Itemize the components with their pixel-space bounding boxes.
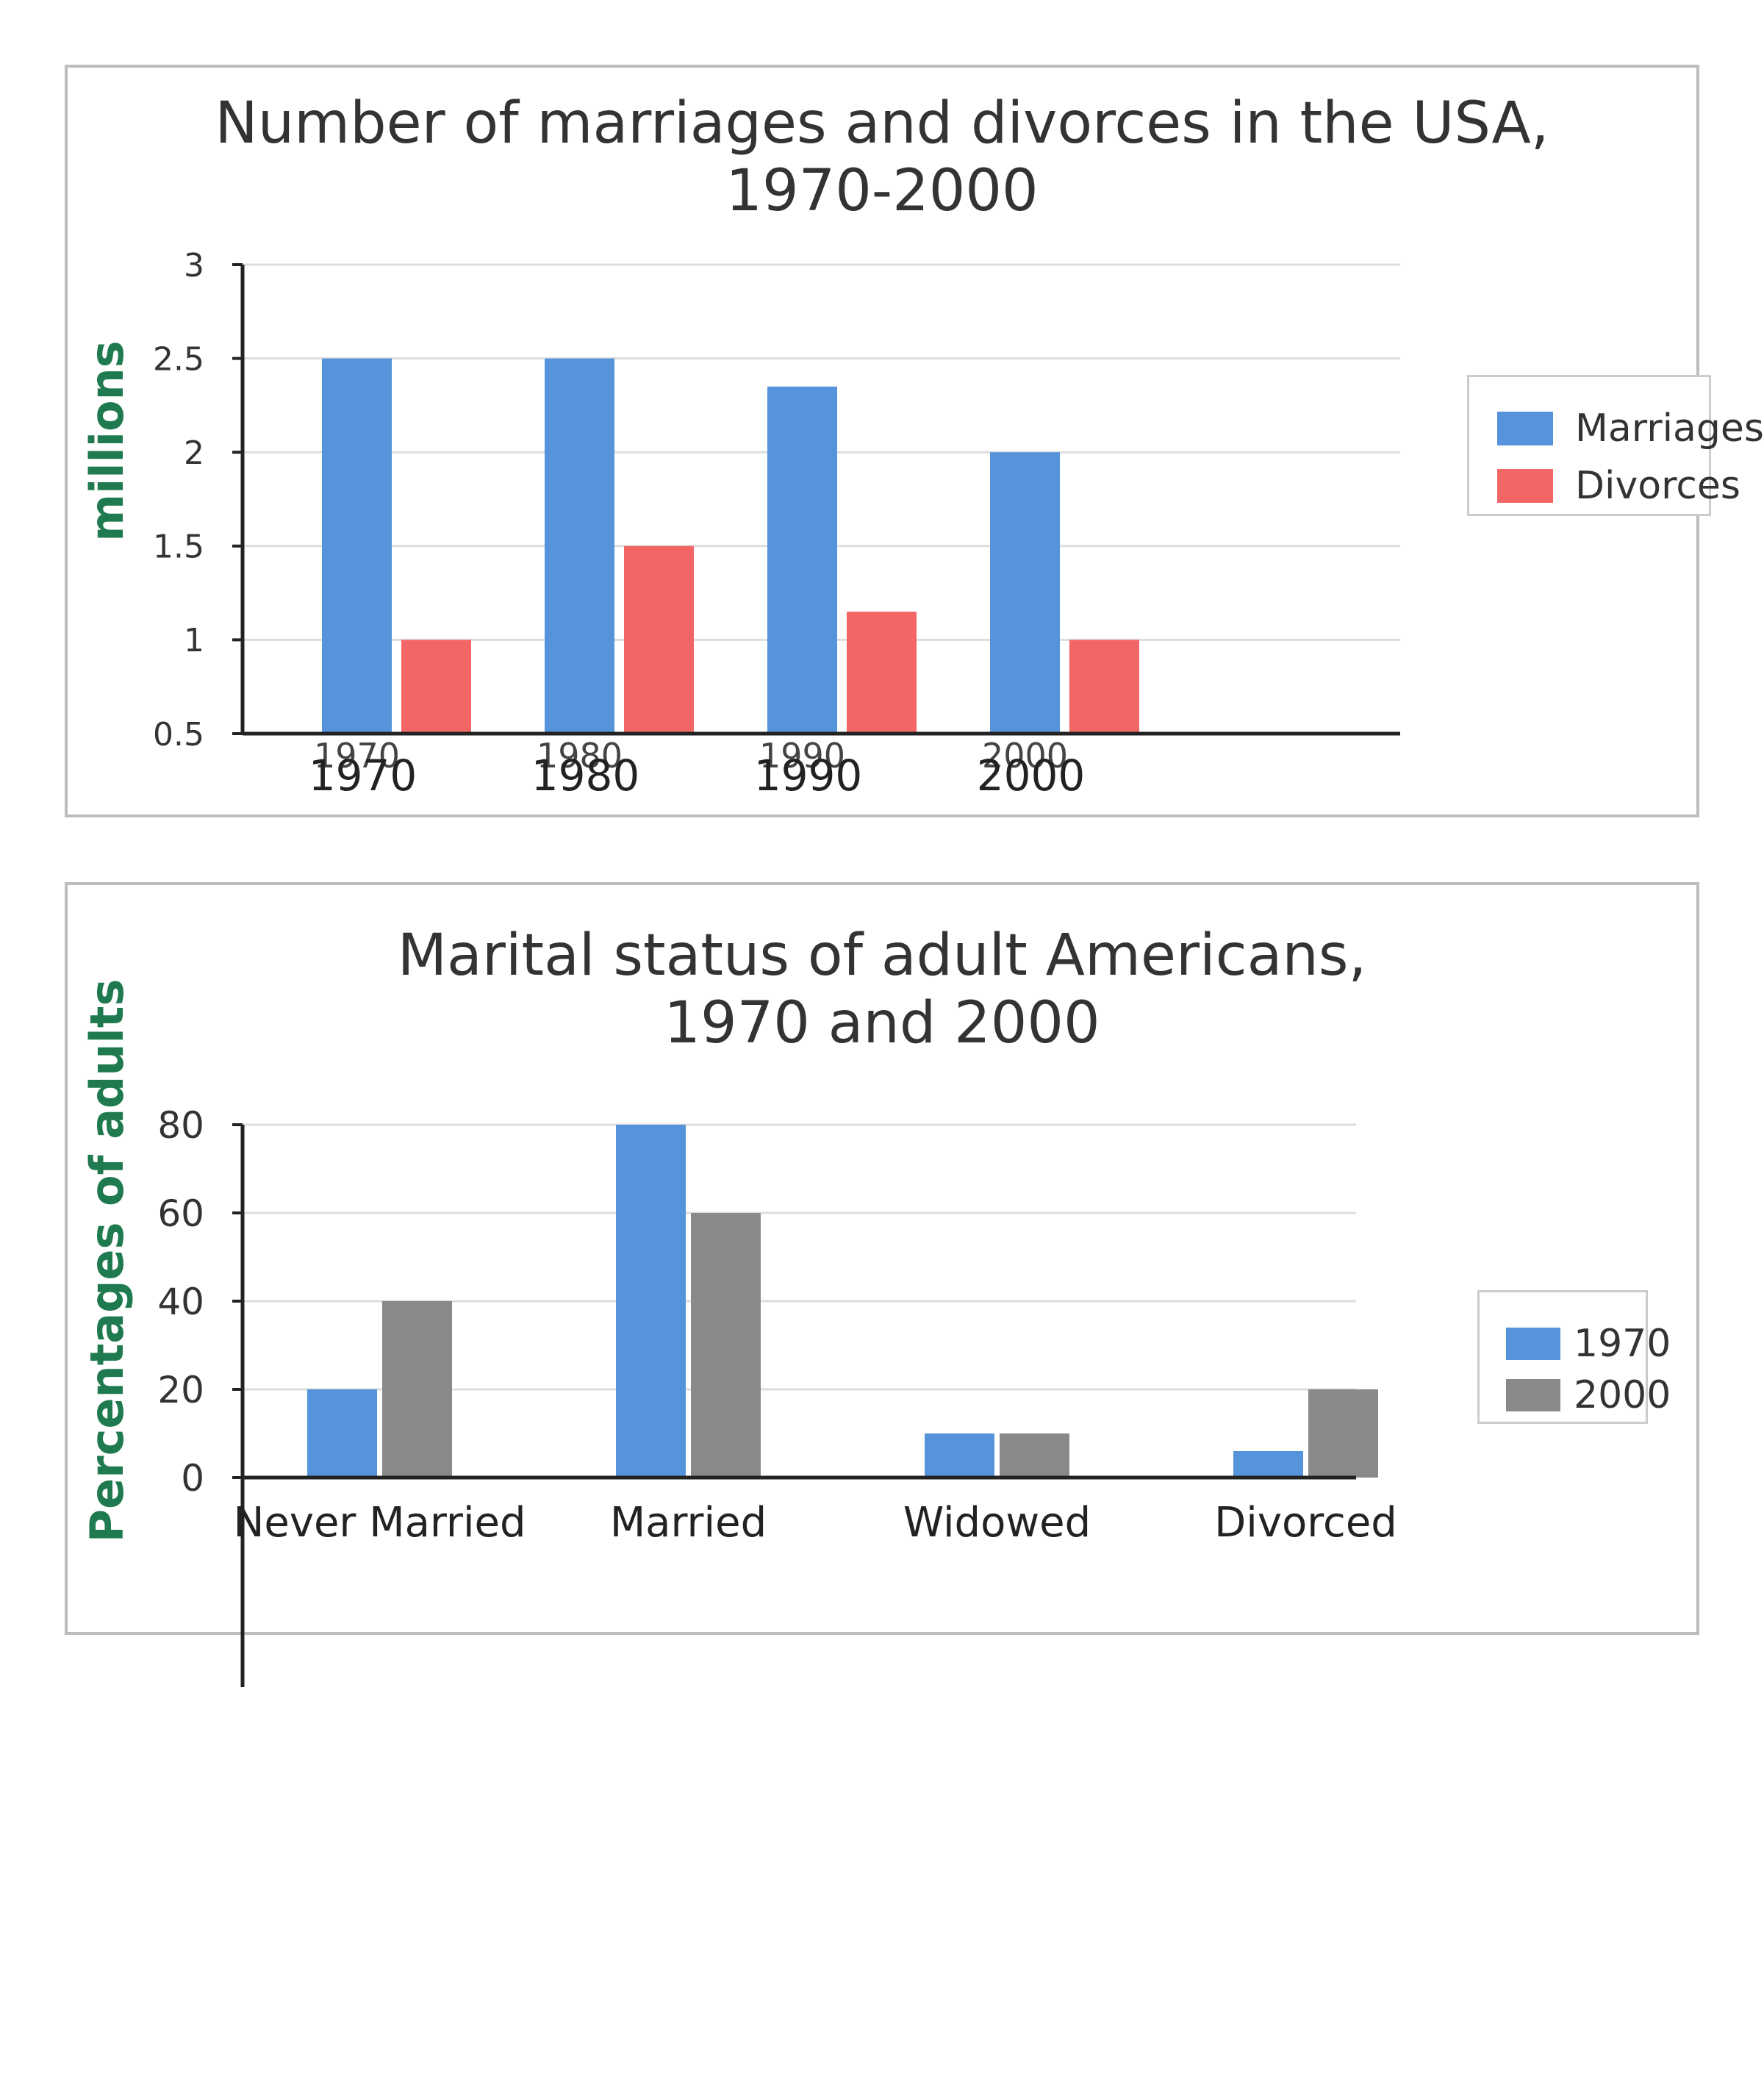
legend-label: Marriages [1575,407,1764,451]
legend-item-1970: 1970 [1506,1322,1671,1366]
bar-divorced-1970 [1233,1451,1303,1478]
bar-never-married-2000 [382,1301,452,1478]
y-tick-label: 40 [157,1281,204,1323]
x-tick-label-small: 1980 [537,736,623,776]
y-axis-label: Percentages of adults [80,979,134,1543]
y-tick-label: 0.5 [153,716,204,753]
chart-legend: 1970 2000 [1477,1290,1671,1424]
chart-legend: Marriages Divorces [1467,375,1764,516]
x-tick-label: 1970 [309,751,417,801]
legend-label: 1970 [1574,1322,1671,1366]
y-tick-label: 0 [181,1457,204,1500]
y-tick-label: 20 [157,1369,204,1411]
x-tick-label-small: 1970 [314,736,400,776]
legend-item-divorces: Divorces [1497,464,1740,508]
x-tick-label: 1980 [531,751,640,801]
legend-item-marriages: Marriages [1497,407,1764,451]
bar-never-married-1970 [307,1389,377,1478]
legend-swatch [1497,469,1553,503]
y-tick-label: 1 [184,622,204,659]
y-tick-label: 2.5 [153,340,204,378]
bar-married-1970 [616,1125,686,1478]
legend-label: Divorces [1575,464,1740,508]
x-tick-label: Divorced [1214,1499,1397,1547]
bar-1980-marriages [545,358,614,734]
y-tick-label: 1.5 [153,529,204,566]
bar-widowed-1970 [925,1433,994,1478]
x-tick-label-small: 1990 [759,736,845,776]
bar-divorced-2000 [1308,1389,1378,1478]
legend-item-2000: 2000 [1506,1373,1671,1417]
chart-title: Number of marriages and divorces in the … [68,90,1696,225]
chart-title-line-1: Number of marriages and divorces in the … [215,90,1549,157]
y-tick-label: 3 [184,247,204,284]
bar-2000-marriages [990,452,1060,734]
bar-1970-divorces [401,640,471,734]
chart-panel-marital-status: Marital status of adult Americans, 1970 … [65,882,1699,1635]
y-axis-label: millions [80,340,134,541]
bar-1990-marriages [767,386,837,734]
legend-swatch [1506,1379,1560,1411]
bar-widowed-2000 [1000,1433,1069,1478]
chart-title-line-2: 1970-2000 [725,158,1039,224]
x-tick-label-small: 2000 [982,736,1068,776]
x-tick-label: Never Married [233,1499,526,1547]
bar-chart-marital-status: 0 20 40 60 80 Never Married Married Widowed Divo… [80,979,1397,1687]
bar-married-2000 [691,1213,761,1478]
legend-label: 2000 [1574,1373,1671,1417]
chart-title: Marital status of adult Americans, 1970 … [68,922,1696,1057]
bar-1970-marriages [322,358,392,734]
y-tick-label: 60 [157,1192,204,1235]
chart-title-line-2: 1970 and 2000 [664,990,1100,1056]
bar-1980-divorces [624,545,694,734]
legend-swatch [1497,412,1553,445]
chart-title-line-1: Marital status of adult Americans, [397,923,1367,989]
x-tick-label: Widowed [903,1499,1091,1547]
bar-1990-divorces [847,612,917,734]
y-tick-label: 80 [157,1104,204,1147]
y-tick-label: 2 [184,434,204,472]
x-tick-label: Married [610,1499,767,1547]
x-tick-label: 2000 [977,751,1086,801]
bar-2000-divorces [1069,640,1139,734]
legend-swatch [1506,1328,1560,1360]
x-tick-label: 1990 [754,751,863,801]
